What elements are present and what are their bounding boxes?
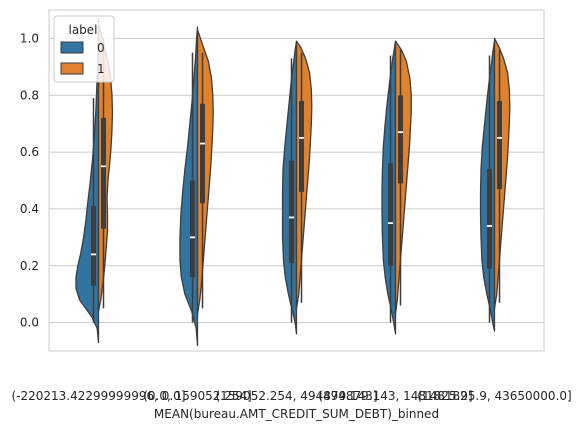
iqr-box-0-0 — [91, 206, 96, 286]
legend-swatch-1 — [60, 62, 84, 75]
x-tick-label-0: (-220213.42299999996, 0.0] — [11, 389, 185, 403]
iqr-box-1-2 — [299, 100, 304, 192]
y-tick-label-3: 0.6 — [20, 145, 39, 159]
iqr-box-0-2 — [289, 160, 294, 263]
y-tick-label-2: 0.4 — [20, 202, 39, 216]
y-tick-label-1: 0.2 — [20, 259, 39, 273]
legend-label-1: 1 — [97, 62, 105, 76]
y-tick-label-0: 0.0 — [20, 316, 39, 330]
x-tick-label-3: (494879.143, 1481825.9] — [318, 389, 472, 403]
iqr-box-0-3 — [388, 163, 393, 266]
x-tick-label-2: (159052.254, 494879.143] — [215, 389, 377, 403]
x-axis-label: MEAN(bureau.AMT_CREDIT_SUM_DEBT)_binned — [154, 407, 439, 421]
iqr-box-1-3 — [398, 95, 403, 184]
legend-swatch-0 — [60, 41, 84, 54]
iqr-box-1-1 — [200, 103, 205, 204]
violin-group — [75, 17, 511, 346]
iqr-box-0-1 — [190, 180, 195, 278]
legend-title: label — [68, 23, 97, 37]
iqr-box-0-4 — [487, 169, 492, 269]
plot-frame — [48, 9, 545, 352]
y-tick-label-5: 1.0 — [20, 31, 39, 45]
x-tick-label-4: (1481825.9, 43650000.0] — [417, 389, 571, 403]
y-tick-labels: 0.0 0.2 0.4 0.6 0.8 1.0 — [20, 31, 39, 329]
legend-label-0: 0 — [97, 41, 105, 55]
x-tick-labels: (-220213.42299999996, 0.0](0.0, 159052.2… — [11, 389, 571, 403]
iqr-box-1-4 — [497, 100, 502, 190]
iqr-box-1-0 — [101, 117, 106, 229]
legend: label 0 1 — [53, 15, 115, 83]
x-tick-label-1: (0.0, 159052.254] — [143, 389, 252, 403]
y-tick-label-4: 0.8 — [20, 88, 39, 102]
